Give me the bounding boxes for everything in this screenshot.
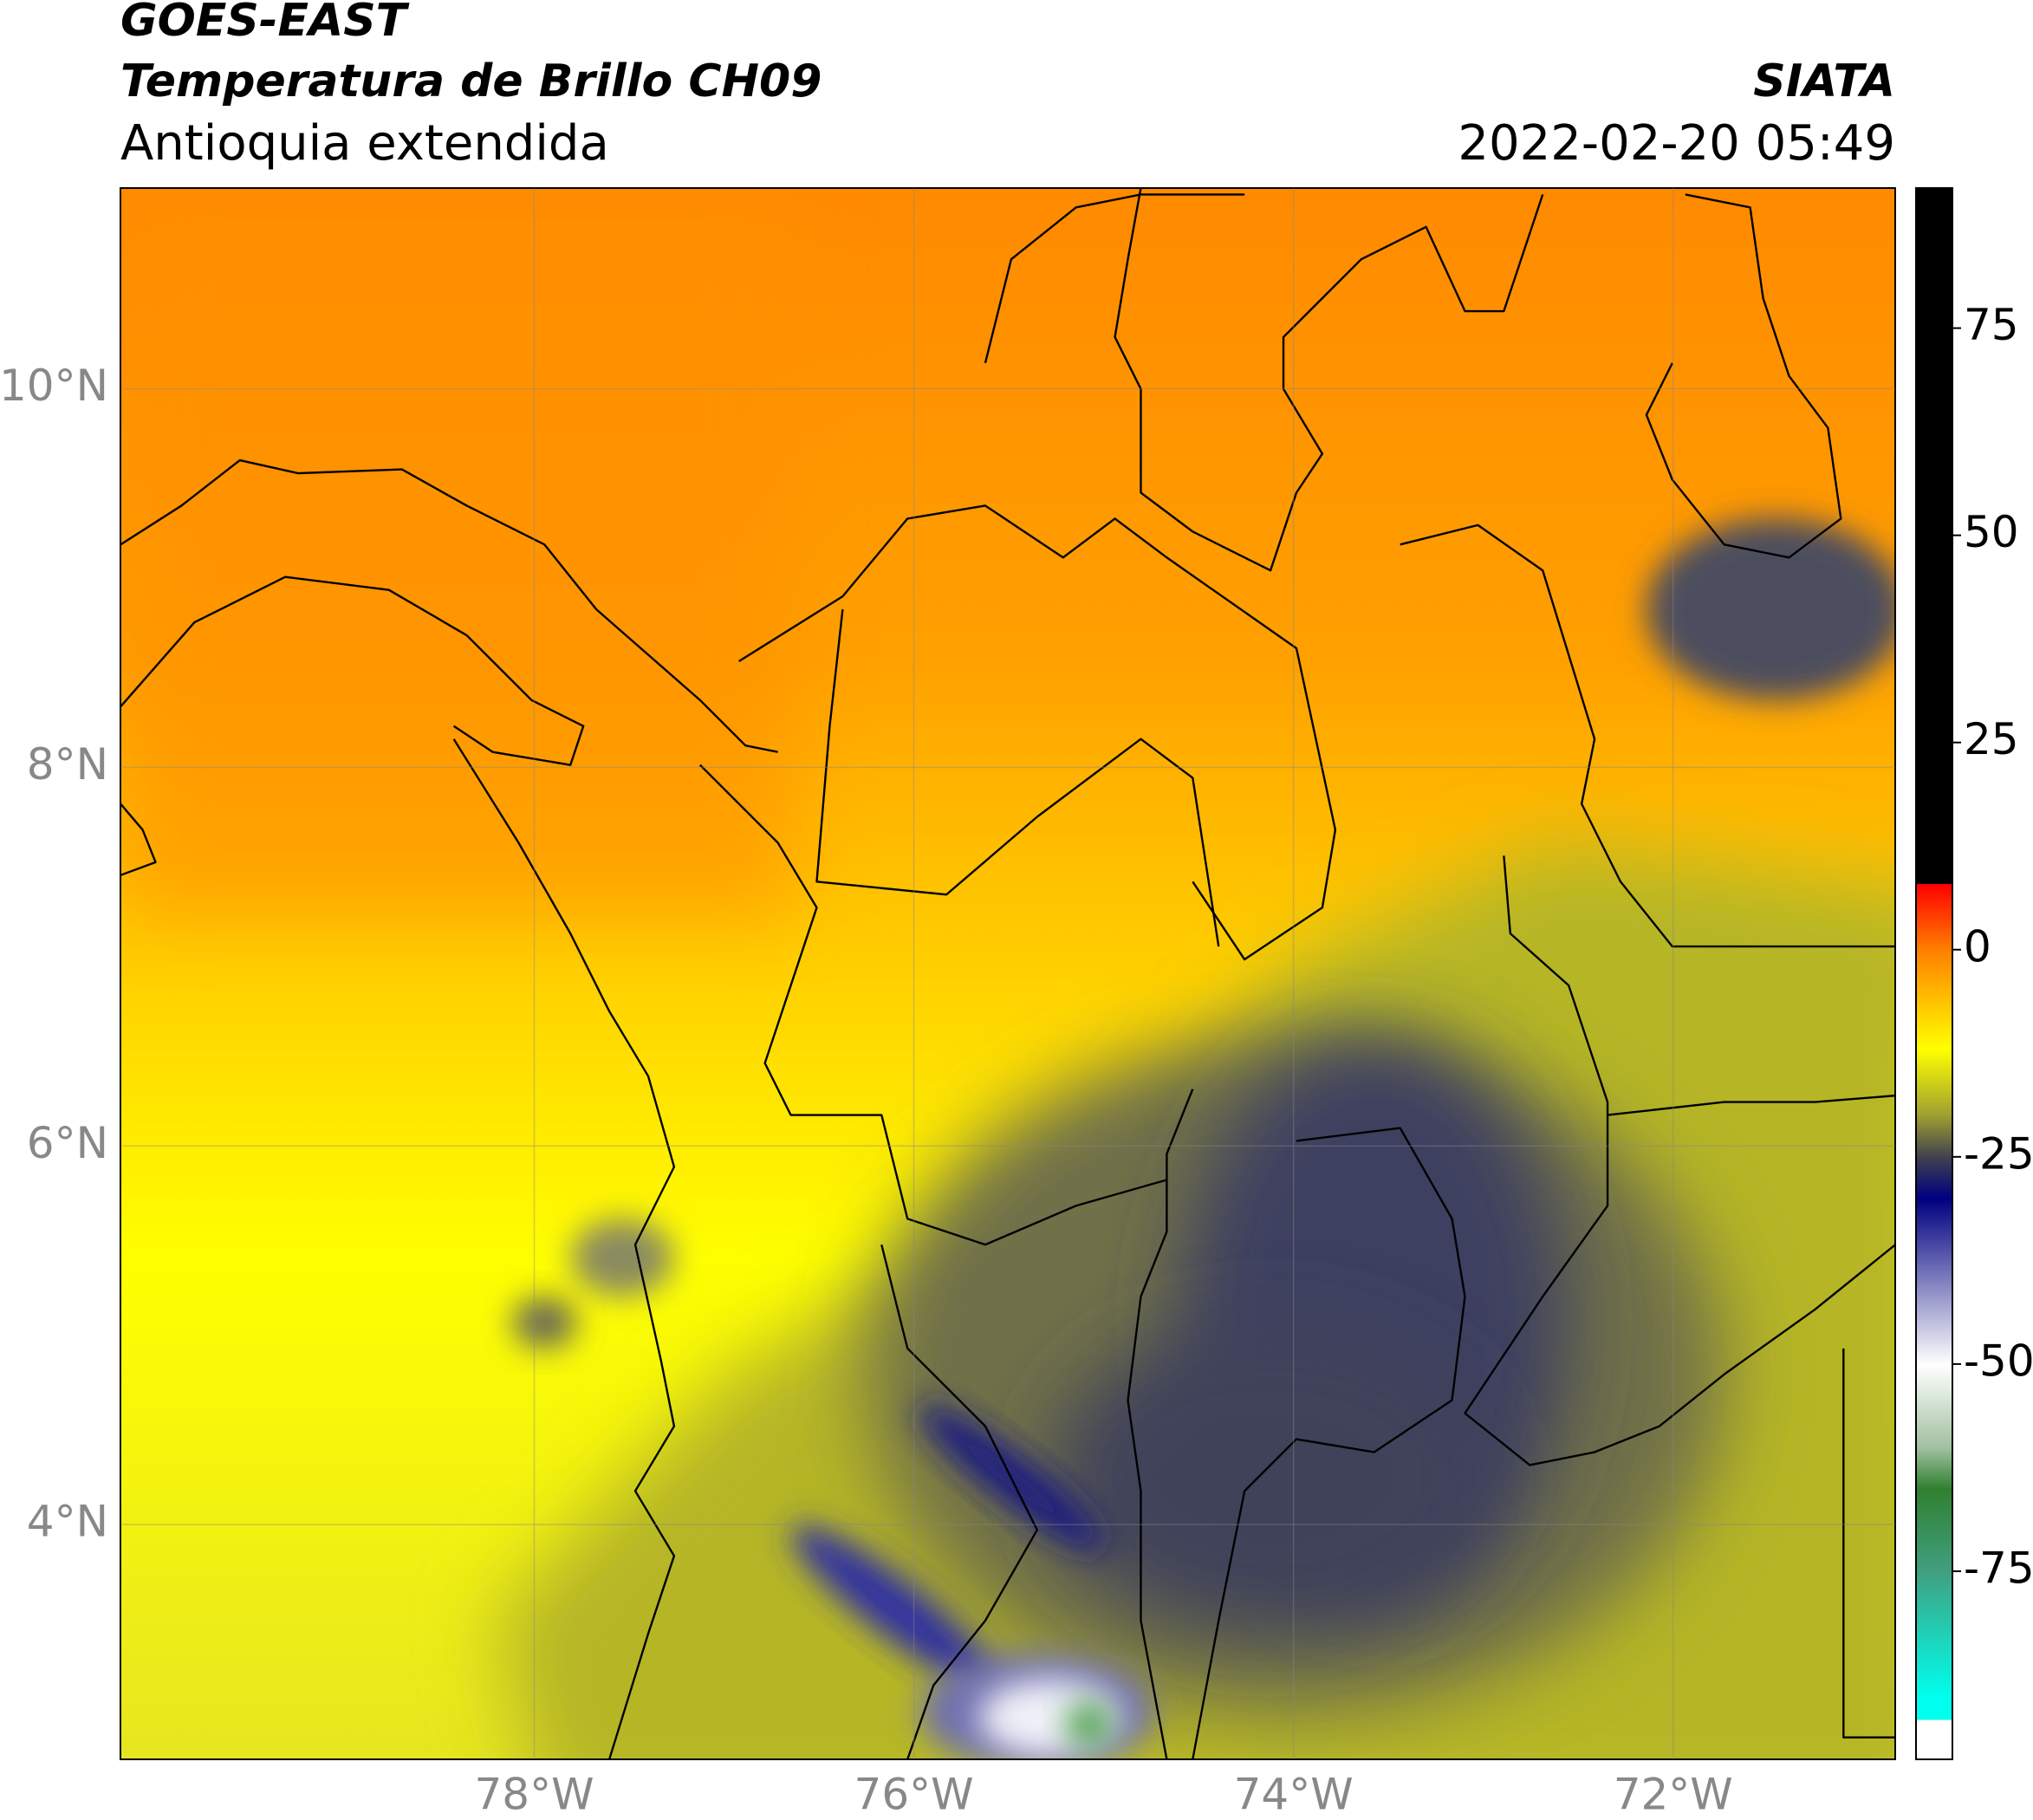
- colorbar-tick-label: -75: [1964, 1543, 2033, 1593]
- colorbar-tick-label: 75: [1964, 300, 2019, 350]
- timestamp: 2022-02-20 05:49: [1458, 115, 1895, 172]
- region: Antioquia extendida: [120, 115, 609, 172]
- y-tick-label: 4°N: [27, 1497, 108, 1547]
- subtitle: Temperatura de Brillo CH09: [120, 55, 822, 107]
- y-tick-label: 6°N: [27, 1118, 108, 1168]
- colorbar-tick-label: -50: [1964, 1336, 2033, 1386]
- colorbar-tick-label: -25: [1964, 1128, 2033, 1179]
- x-tick-label: 76°W: [854, 1770, 974, 1820]
- title: GOES-EAST: [120, 0, 410, 47]
- map-image: [120, 187, 1896, 1760]
- y-tick-label: 8°N: [27, 739, 108, 790]
- map-frame: [120, 187, 1896, 1760]
- x-tick-label: 78°W: [474, 1770, 594, 1820]
- source: SIATA: [1753, 55, 1895, 107]
- colorbar-tick-label: 25: [1964, 714, 2019, 764]
- x-tick-label: 74°W: [1234, 1770, 1354, 1820]
- colorbar-tick-label: 0: [1964, 921, 1991, 972]
- colorbar-tick-label: 50: [1964, 507, 2019, 557]
- colorbar: [1915, 187, 1953, 1760]
- y-tick-label: 10°N: [0, 361, 108, 411]
- x-tick-label: 72°W: [1614, 1770, 1733, 1820]
